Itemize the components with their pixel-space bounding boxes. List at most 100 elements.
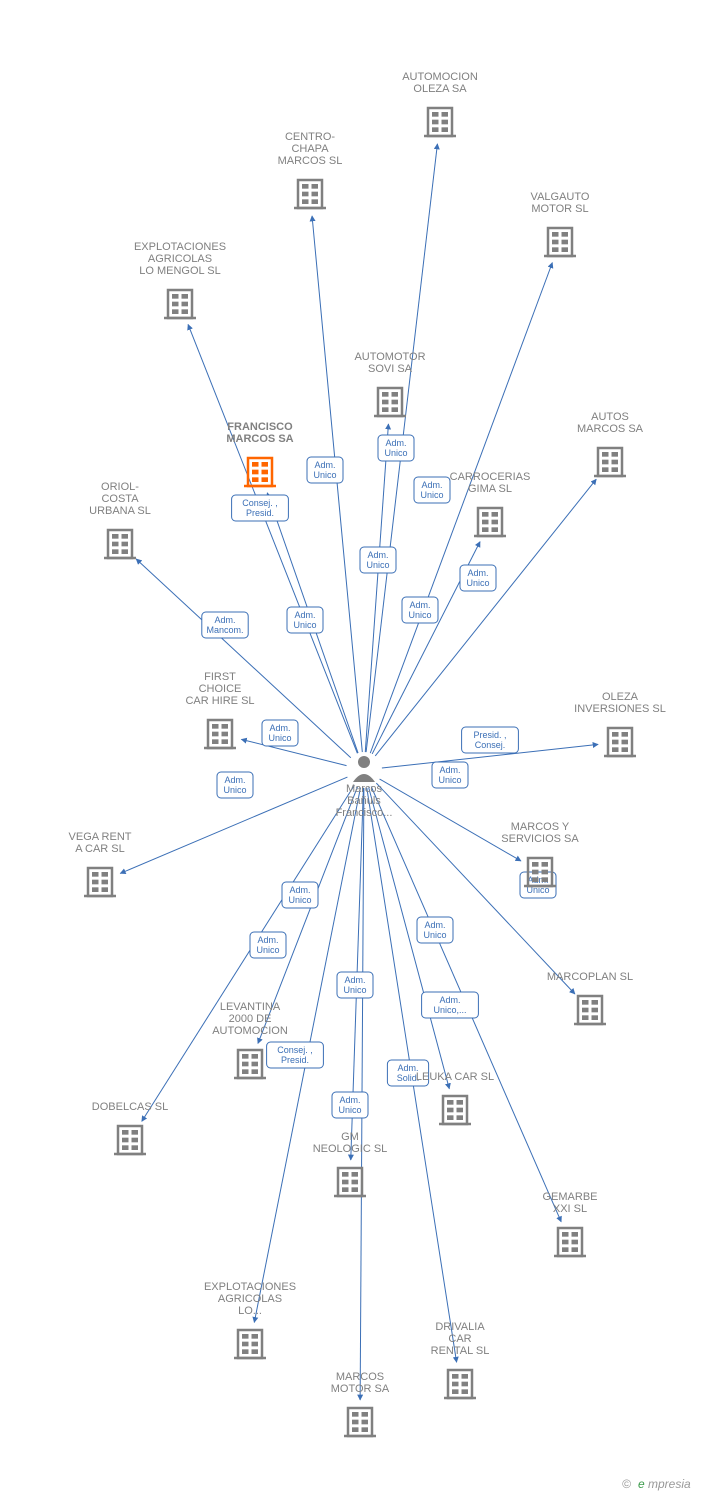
nodes-layer: AUTOMOCIONOLEZA SACENTRO-CHAPAMARCOS SLV… <box>69 71 666 1436</box>
edge-label-text: Adm. <box>269 723 290 733</box>
edge-label: Adm.Unico <box>432 762 468 788</box>
company-label: OLEZA <box>602 691 639 703</box>
edge-label: Adm.Unico <box>250 932 286 958</box>
edge-label: Adm.Unico <box>332 1092 368 1118</box>
company-label: LO... <box>238 1305 262 1317</box>
company-node: FRANCISCOMARCOS SA <box>226 421 293 486</box>
edge-label-text: Adm. <box>367 550 388 560</box>
company-label: EXPLOTACIONES <box>134 241 226 253</box>
edge-label-text: Unico,... <box>433 1005 466 1015</box>
company-label: CAR HIRE SL <box>185 695 254 707</box>
edge-label-text: Presid. , <box>473 730 506 740</box>
company-label: AUTOMOCION <box>402 71 478 83</box>
company-label: ORIOL- <box>101 481 139 493</box>
edge-label: Adm.Unico <box>378 435 414 461</box>
building-icon <box>294 180 326 208</box>
company-label: NEOLOGIC SL <box>313 1143 388 1155</box>
edge-label-text: Unico <box>293 620 316 630</box>
edge-label: Consej. ,Presid. <box>267 1042 324 1068</box>
edge-label-text: Adm. <box>421 480 442 490</box>
company-label: MARCOS SA <box>226 433 293 445</box>
edge-label-text: Adm. <box>224 775 245 785</box>
building-icon <box>594 448 626 476</box>
edge-label-text: Adm. <box>467 568 488 578</box>
copyright-symbol: © <box>622 1477 631 1491</box>
building-icon <box>439 1096 471 1124</box>
edge-label: Presid. ,Consej. <box>462 727 519 753</box>
company-label: AUTOMOTOR <box>354 351 425 363</box>
edge-label-text: Presid. <box>246 508 274 518</box>
company-node: EXPLOTACIONESAGRICOLASLO... <box>204 1281 296 1358</box>
building-icon <box>574 996 606 1024</box>
company-label: FRANCISCO <box>227 421 293 433</box>
edge-label-text: Adm. <box>385 438 406 448</box>
person-label: Francisco... <box>336 807 393 819</box>
building-icon <box>204 720 236 748</box>
company-label: MARCOS <box>336 1371 384 1383</box>
company-node: CENTRO-CHAPAMARCOS SL <box>278 131 343 208</box>
edge-label: Adm.Unico <box>307 457 343 483</box>
network-diagram: Adm.UnicoAdm.UnicoAdm.UnicoAdm.UnicoAdm.… <box>0 0 728 1500</box>
building-icon <box>234 1050 266 1078</box>
company-label: MARCOS SA <box>577 423 644 435</box>
company-node: MARCOPLAN SL <box>547 971 633 1024</box>
edge-label-text: Adm. <box>214 615 235 625</box>
edge-label-text: Adm. <box>424 920 445 930</box>
company-node: GMNEOLOGIC SL <box>313 1131 388 1196</box>
edge-label-text: Mancom. <box>206 625 243 635</box>
edge-label-text: Unico <box>256 945 279 955</box>
edge-label-text: Presid. <box>281 1055 309 1065</box>
edge-label: Adm.Unico <box>337 972 373 998</box>
company-label: GIMA SL <box>468 483 512 495</box>
company-node: MARCOSMOTOR SA <box>331 1371 390 1436</box>
company-node: VALGAUTOMOTOR SL <box>531 191 590 256</box>
edge-label-text: Unico <box>223 785 246 795</box>
company-label: RENTAL SL <box>431 1345 490 1357</box>
edge-label-text: Unico <box>313 470 336 480</box>
company-label: 2000 DE <box>229 1013 272 1025</box>
company-label: XXI SL <box>553 1203 587 1215</box>
company-label: MARCOS Y <box>511 821 570 833</box>
building-icon <box>374 388 406 416</box>
edge-label-text: Consej. , <box>242 498 278 508</box>
building-icon <box>544 228 576 256</box>
company-label: A CAR SL <box>75 843 125 855</box>
edge-label-text: Unico <box>288 895 311 905</box>
building-icon <box>234 1330 266 1358</box>
edge-label-text: Unico <box>268 733 291 743</box>
edges-layer <box>120 144 598 1400</box>
edge-label-text: Unico <box>423 930 446 940</box>
company-label: DOBELCAS SL <box>92 1101 168 1113</box>
edge-label: Adm.Unico <box>287 607 323 633</box>
company-label: EXPLOTACIONES <box>204 1281 296 1293</box>
company-node: AUTOSMARCOS SA <box>577 411 644 476</box>
company-label: AGRICOLAS <box>148 253 212 265</box>
edge-label-text: Adm. <box>257 935 278 945</box>
company-node: DRIVALIACARRENTAL SL <box>431 1321 490 1398</box>
company-label: MOTOR SA <box>331 1383 390 1395</box>
company-label: LEUKA CAR SL <box>416 1071 494 1083</box>
person-icon <box>353 756 375 782</box>
edge <box>312 216 362 752</box>
edge <box>370 263 552 754</box>
company-node: GEMARBEXXI SL <box>542 1191 597 1256</box>
edge-label: Adm.Unico,... <box>422 992 479 1018</box>
company-label: CENTRO- <box>285 131 335 143</box>
edge-label-text: Adm. <box>294 610 315 620</box>
building-icon <box>444 1370 476 1398</box>
brand-rest: mpresia <box>648 1477 691 1491</box>
edge-label-text: Consej. <box>475 740 506 750</box>
edge-label: Adm.Unico <box>460 565 496 591</box>
company-node: CARROCERIASGIMA SL <box>450 471 531 536</box>
edge-label-text: Unico <box>420 490 443 500</box>
company-label: CAR <box>448 1333 471 1345</box>
edge <box>136 559 351 758</box>
person-label: Marcos <box>346 783 383 795</box>
edge-label: Adm.Unico <box>217 772 253 798</box>
building-icon <box>424 108 456 136</box>
company-label: LEVANTINA <box>220 1001 281 1013</box>
edge-label: Adm.Unico <box>360 547 396 573</box>
company-node: LEUKA CAR SL <box>416 1071 494 1124</box>
company-label: COSTA <box>101 493 139 505</box>
edge-label: Adm.Unico <box>414 477 450 503</box>
